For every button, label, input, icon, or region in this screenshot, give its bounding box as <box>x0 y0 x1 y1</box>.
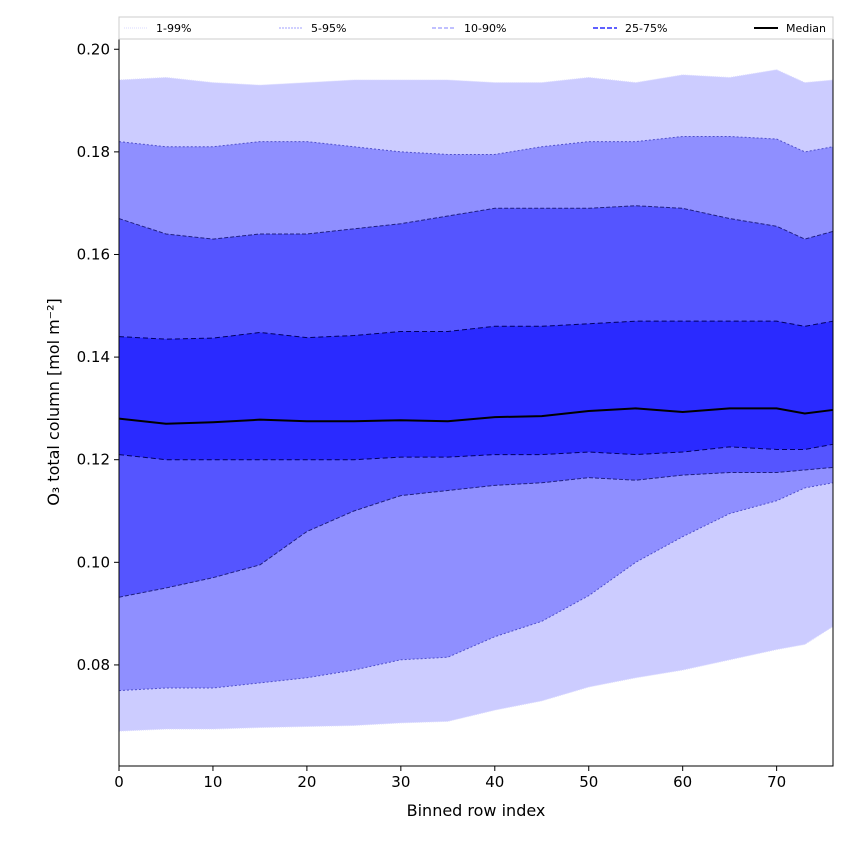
legend: 1-99% 5-95% 10-90% 25-75% Median <box>118 16 834 40</box>
legend-box <box>118 16 834 40</box>
median-line <box>118 407 834 425</box>
y-tick-label: 0.18 <box>77 143 110 161</box>
y-tick-label: 0.16 <box>77 245 110 263</box>
band-upper-line-1-99% <box>118 69 834 86</box>
x-tick-label: 20 <box>297 773 316 791</box>
y-tick-label: 0.14 <box>77 348 110 366</box>
x-tick-label: 0 <box>114 773 124 791</box>
band-lower-line-25-75% <box>118 443 834 461</box>
band-lower-line-5-95% <box>118 482 834 692</box>
x-tick-label: 70 <box>767 773 786 791</box>
x-tick-label: 30 <box>391 773 410 791</box>
x-tick-label: 60 <box>673 773 692 791</box>
bands <box>118 69 834 732</box>
y-tick-label: 0.08 <box>77 656 110 674</box>
y-tick-label: 0.10 <box>77 553 110 571</box>
band-lower-line-10-90% <box>118 466 834 598</box>
x-tick-label: 50 <box>579 773 598 791</box>
x-tick-label: 40 <box>485 773 504 791</box>
band-upper-line-25-75% <box>118 320 834 340</box>
axis-ticks: 0 10 20 30 40 50 60 70 0.08 0.10 0.12 0.14 0.16 0.18 0… <box>77 40 787 791</box>
y-tick-label: 0.12 <box>77 451 110 469</box>
band-25-75% <box>119 321 833 460</box>
y-axis-label: O₃ total column [mol m⁻²] <box>44 298 63 506</box>
legend-label: Median <box>786 22 826 35</box>
band-upper-line-5-95% <box>118 135 834 155</box>
x-tick-label: 10 <box>203 773 222 791</box>
legend-label: 10-90% <box>464 22 506 35</box>
legend-label: 25-75% <box>625 22 667 35</box>
legend-label: 5-95% <box>311 22 346 35</box>
y-tick-label: 0.20 <box>77 40 110 58</box>
band-upper-line-10-90% <box>118 205 834 240</box>
x-axis-label: Binned row index <box>407 801 546 820</box>
legend-label: 1-99% <box>156 22 191 35</box>
